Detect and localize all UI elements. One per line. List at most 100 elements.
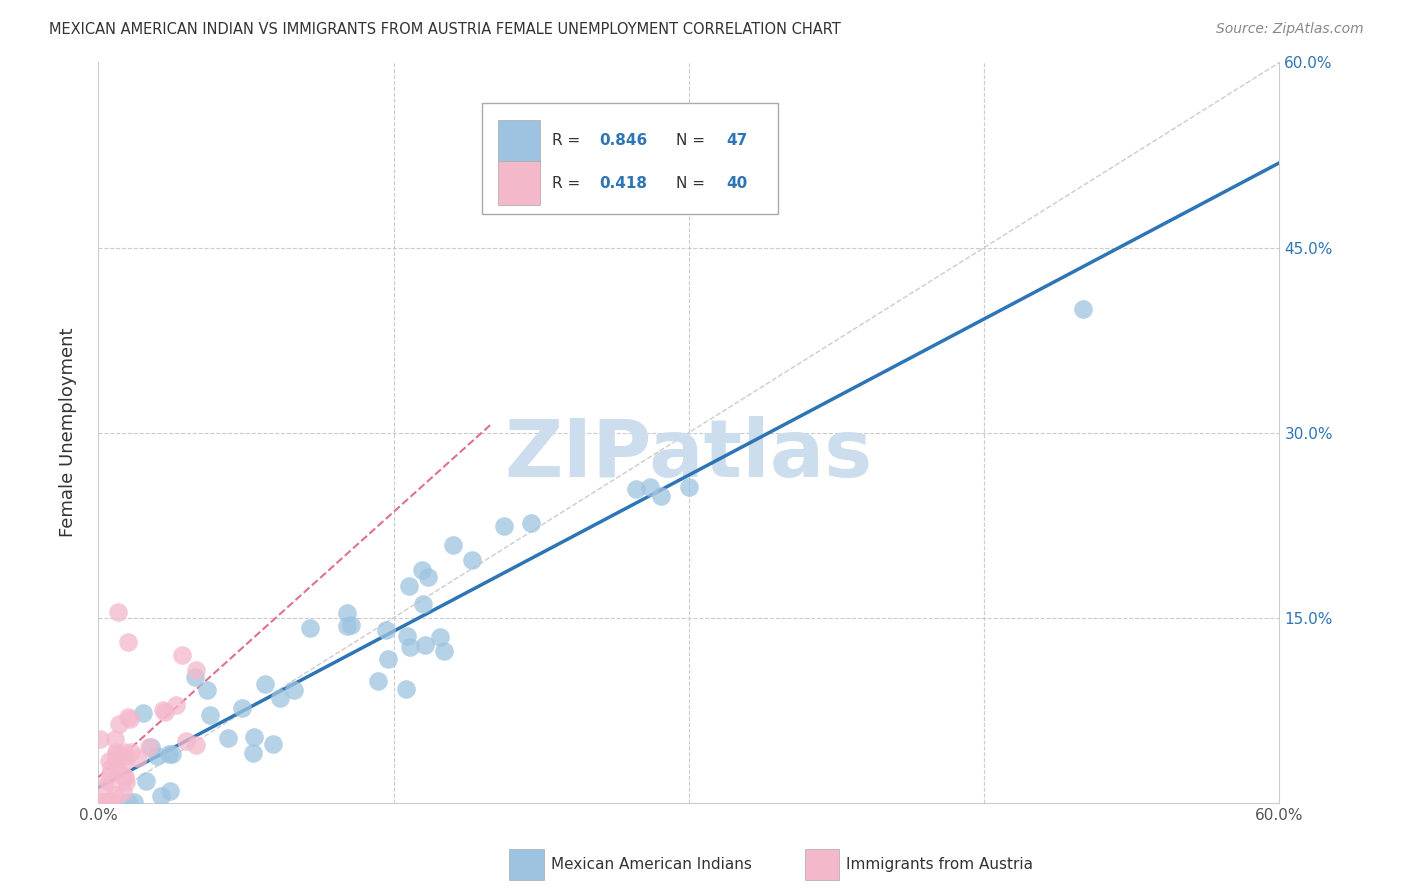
- Point: [146, 748, 169, 763]
- Point: [217, 731, 239, 746]
- FancyBboxPatch shape: [804, 848, 839, 880]
- Point: [253, 677, 276, 691]
- Point: [117, 710, 139, 724]
- Point: [339, 618, 361, 632]
- Point: [412, 597, 434, 611]
- Point: [105, 752, 128, 766]
- Point: [132, 706, 155, 720]
- Point: [174, 734, 197, 748]
- Text: N =: N =: [676, 133, 704, 148]
- Point: [165, 698, 187, 712]
- Point: [155, 706, 177, 720]
- Point: [104, 747, 127, 761]
- FancyBboxPatch shape: [509, 848, 544, 880]
- Point: [120, 745, 142, 759]
- Point: [107, 605, 129, 619]
- Point: [198, 707, 221, 722]
- Point: [184, 670, 207, 684]
- Point: [135, 773, 157, 788]
- Point: [242, 730, 264, 744]
- Point: [107, 717, 129, 731]
- Point: [395, 682, 418, 697]
- Text: 0.418: 0.418: [599, 176, 647, 191]
- Y-axis label: Female Unemployment: Female Unemployment: [59, 328, 77, 537]
- Point: [97, 774, 120, 789]
- Point: [114, 770, 136, 784]
- Point: [520, 516, 543, 531]
- Point: [492, 519, 515, 533]
- Point: [100, 761, 122, 775]
- Point: [98, 767, 121, 781]
- Point: [336, 619, 359, 633]
- Point: [93, 780, 115, 794]
- Point: [98, 795, 121, 809]
- Point: [91, 795, 114, 809]
- Point: [626, 482, 648, 496]
- Point: [650, 489, 672, 503]
- Point: [114, 754, 136, 768]
- Point: [411, 563, 433, 577]
- FancyBboxPatch shape: [482, 103, 778, 214]
- Point: [117, 795, 139, 809]
- Point: [157, 747, 180, 761]
- Point: [195, 682, 218, 697]
- Text: ZIPatlas: ZIPatlas: [505, 416, 873, 494]
- Point: [242, 746, 264, 760]
- Point: [118, 712, 141, 726]
- Point: [94, 795, 117, 809]
- Point: [433, 643, 456, 657]
- Point: [160, 747, 183, 762]
- Text: Source: ZipAtlas.com: Source: ZipAtlas.com: [1216, 22, 1364, 37]
- Text: 0.846: 0.846: [599, 133, 647, 148]
- Point: [104, 788, 127, 802]
- Point: [299, 621, 322, 635]
- Text: Immigrants from Austria: Immigrants from Austria: [846, 856, 1033, 871]
- Point: [1071, 302, 1094, 317]
- Point: [127, 751, 149, 765]
- Point: [112, 746, 135, 760]
- Point: [150, 789, 173, 803]
- Point: [170, 648, 193, 662]
- Point: [269, 691, 291, 706]
- Point: [114, 749, 136, 764]
- Text: MEXICAN AMERICAN INDIAN VS IMMIGRANTS FROM AUSTRIA FEMALE UNEMPLOYMENT CORRELATI: MEXICAN AMERICAN INDIAN VS IMMIGRANTS FR…: [49, 22, 841, 37]
- Point: [231, 701, 253, 715]
- Point: [367, 674, 389, 689]
- Point: [89, 731, 111, 746]
- Point: [100, 795, 122, 809]
- Point: [395, 629, 418, 643]
- Point: [104, 732, 127, 747]
- Point: [336, 606, 359, 620]
- Point: [413, 638, 436, 652]
- Text: Mexican American Indians: Mexican American Indians: [551, 856, 752, 871]
- Point: [418, 570, 440, 584]
- Point: [184, 738, 207, 752]
- Point: [105, 759, 128, 773]
- Point: [638, 480, 661, 494]
- FancyBboxPatch shape: [498, 120, 540, 164]
- Point: [94, 795, 117, 809]
- Point: [117, 635, 139, 649]
- Point: [138, 739, 160, 754]
- Point: [377, 652, 399, 666]
- Text: 40: 40: [727, 176, 748, 191]
- Point: [678, 480, 700, 494]
- Point: [112, 785, 135, 799]
- Point: [152, 703, 174, 717]
- Point: [441, 537, 464, 551]
- Text: N =: N =: [676, 176, 704, 191]
- Text: R =: R =: [553, 133, 581, 148]
- FancyBboxPatch shape: [498, 161, 540, 204]
- Point: [115, 775, 138, 789]
- Text: 47: 47: [727, 133, 748, 148]
- Text: R =: R =: [553, 176, 581, 191]
- Point: [184, 663, 207, 677]
- Point: [399, 640, 422, 654]
- Point: [122, 795, 145, 809]
- Point: [98, 754, 121, 768]
- Point: [112, 769, 135, 783]
- Point: [429, 631, 451, 645]
- Point: [104, 745, 127, 759]
- Point: [283, 683, 305, 698]
- Point: [461, 552, 484, 566]
